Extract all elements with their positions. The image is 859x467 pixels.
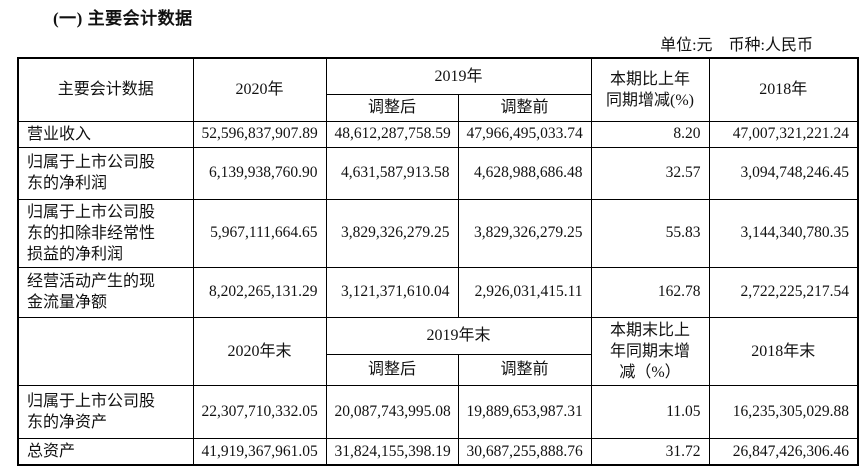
cell-2018: 2,722,225,217.54 [708, 266, 859, 318]
header-adjusted-after: 调整后 [325, 93, 459, 122]
row-label: 总资产 [17, 438, 194, 466]
cell-2019-original: 19,889,653,987.31 [457, 385, 592, 440]
cell-change: 8.20 [590, 120, 710, 148]
cell-2020: 52,596,837,907.89 [192, 120, 327, 148]
row-label: 营业收入 [17, 120, 194, 148]
header-2018-end: 2018年末 [708, 316, 859, 387]
table-row-net-assets: 归属于上市公司股 东的净资产 22,307,710,332.05 20,087,… [17, 385, 859, 440]
cell-2020: 6,139,938,760.90 [192, 146, 327, 200]
cell-2018: 3,144,340,780.35 [708, 198, 859, 268]
header-row-1: 主要会计数据 2020年 2019年 本期比上年 同期增减(%) 2018年 [17, 57, 859, 122]
header-adjusted-before: 调整前 [457, 353, 592, 387]
cell-2019-adjusted: 48,612,287,758.59 [325, 120, 459, 148]
header-row-2-sub: 调整后 调整前 [18, 353, 858, 387]
cell-2019-adjusted: 20,087,743,995.08 [325, 385, 459, 440]
cell-2019-original: 2,926,031,415.11 [457, 266, 592, 318]
row-label: 归属于上市公司股 东的净利润 [17, 146, 194, 200]
table-row-total-assets: 总资产 41,919,367,961.05 31,824,155,398.19 … [17, 438, 859, 466]
header-2018: 2018年 [708, 57, 859, 122]
table-row-net-profit: 归属于上市公司股 东的净利润 6,139,938,760.90 4,631,58… [17, 146, 859, 200]
cell-2020: 8,202,265,131.29 [192, 266, 327, 318]
cell-2018: 3,094,748,246.45 [708, 146, 859, 200]
cell-2020: 41,919,367,961.05 [192, 438, 327, 466]
cell-2020: 5,967,111,664.65 [192, 198, 327, 268]
unit-currency-label: 单位:元 币种:人民币 [660, 37, 813, 54]
header-2020-end: 2020年末 [192, 316, 327, 387]
main-accounting-data-table: 主要会计数据 2020年 2019年 本期比上年 同期增减(%) 2018年 调… [17, 57, 859, 467]
cell-change: 11.05 [590, 385, 710, 440]
header-2020: 2020年 [192, 57, 327, 122]
cell-change: 55.83 [590, 198, 710, 268]
header-2019: 2019年 [325, 57, 592, 95]
table-row-net-profit-excl-nonrecurring: 归属于上市公司股 东的扣除非经常性 损益的净利润 5,967,111,664.6… [17, 198, 859, 268]
row-label: 经营活动产生的现 金流量净额 [17, 266, 194, 318]
cell-change: 31.72 [590, 438, 710, 466]
header-yoy-end-change: 本期末比上 年同期末增 减（%） [590, 316, 710, 387]
cell-2019-original: 3,829,326,279.25 [457, 198, 592, 268]
header-row-1-sub: 调整后 调整前 [18, 93, 858, 122]
header-blank [17, 316, 194, 387]
cell-2019-adjusted: 31,824,155,398.19 [325, 438, 459, 466]
header-row-2: 2020年末 2019年末 本期末比上 年同期末增 减（%） 2018年末 [17, 316, 859, 387]
cell-2019-original: 4,628,988,686.48 [457, 146, 592, 200]
table-row-revenue: 营业收入 52,596,837,907.89 48,612,287,758.59… [17, 120, 859, 148]
cell-2019-original: 47,966,495,033.74 [457, 120, 592, 148]
row-label: 归属于上市公司股 东的扣除非经常性 损益的净利润 [17, 198, 194, 268]
cell-2018: 26,847,426,306.46 [708, 438, 859, 466]
header-main-indicators: 主要会计数据 [17, 57, 194, 122]
header-2019-end: 2019年末 [325, 316, 592, 355]
cell-2019-adjusted: 4,631,587,913.58 [325, 146, 459, 200]
cell-2019-adjusted: 3,829,326,279.25 [325, 198, 459, 268]
cell-2019-original: 30,687,255,888.76 [457, 438, 592, 466]
header-yoy-change: 本期比上年 同期增减(%) [590, 57, 710, 122]
cell-change: 162.78 [590, 266, 710, 318]
row-label: 归属于上市公司股 东的净资产 [17, 385, 194, 440]
section-title: (一) 主要会计数据 [53, 9, 193, 28]
cell-change: 32.57 [590, 146, 710, 200]
header-adjusted-after: 调整后 [325, 353, 459, 387]
cell-2018: 16,235,305,029.88 [708, 385, 859, 440]
cell-2018: 47,007,321,221.24 [708, 120, 859, 148]
cell-2020: 22,307,710,332.05 [192, 385, 327, 440]
table-row-operating-cash-flow: 经营活动产生的现 金流量净额 8,202,265,131.29 3,121,37… [17, 266, 859, 318]
cell-2019-adjusted: 3,121,371,610.04 [325, 266, 459, 318]
header-adjusted-before: 调整前 [457, 93, 592, 122]
